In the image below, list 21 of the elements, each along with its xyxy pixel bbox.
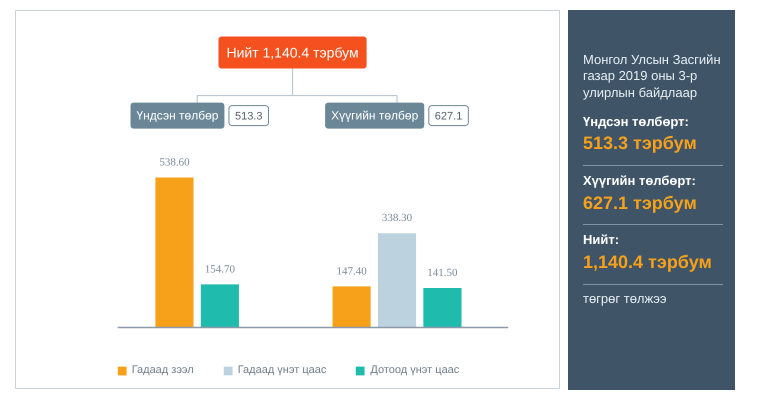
text: 1,140.4 тэрбум [583, 250, 723, 285]
x-tick-label: Хүүгийн төлбөр [331, 108, 419, 123]
text: 513.3 [234, 110, 262, 123]
x-tick-label: Үндсэн төлбөр [136, 108, 219, 123]
legend-label: Гадаад үнэт цаас [238, 364, 326, 376]
text: 627.1 [434, 110, 462, 123]
data-label: 338.30 [382, 212, 413, 224]
legend-label: Гадаад зээл [132, 364, 194, 376]
data-label: 538.60 [159, 156, 190, 168]
text: 513.3 тэрбум [583, 131, 723, 166]
text: Монгол Улсын Засгийн газар 2019 оны 3-р улирлын байдлаар [583, 52, 722, 101]
text: Нийт: [583, 231, 620, 250]
text: 627.1 тэрбум [583, 190, 723, 226]
data-label: 154.70 [204, 263, 236, 276]
text: Үндсэн төлбөрт: [583, 112, 690, 131]
text: Хүүгийн төлбөрт: [583, 172, 697, 190]
text: төгрөг төлжээ [583, 290, 668, 307]
legend-label: Дотоод үнэт цаас [370, 364, 460, 376]
data-label: 141.50 [427, 267, 458, 280]
data-label: 147.40 [336, 265, 368, 278]
chart-title: Нийт 1,140.4 тэрбум [226, 44, 359, 60]
